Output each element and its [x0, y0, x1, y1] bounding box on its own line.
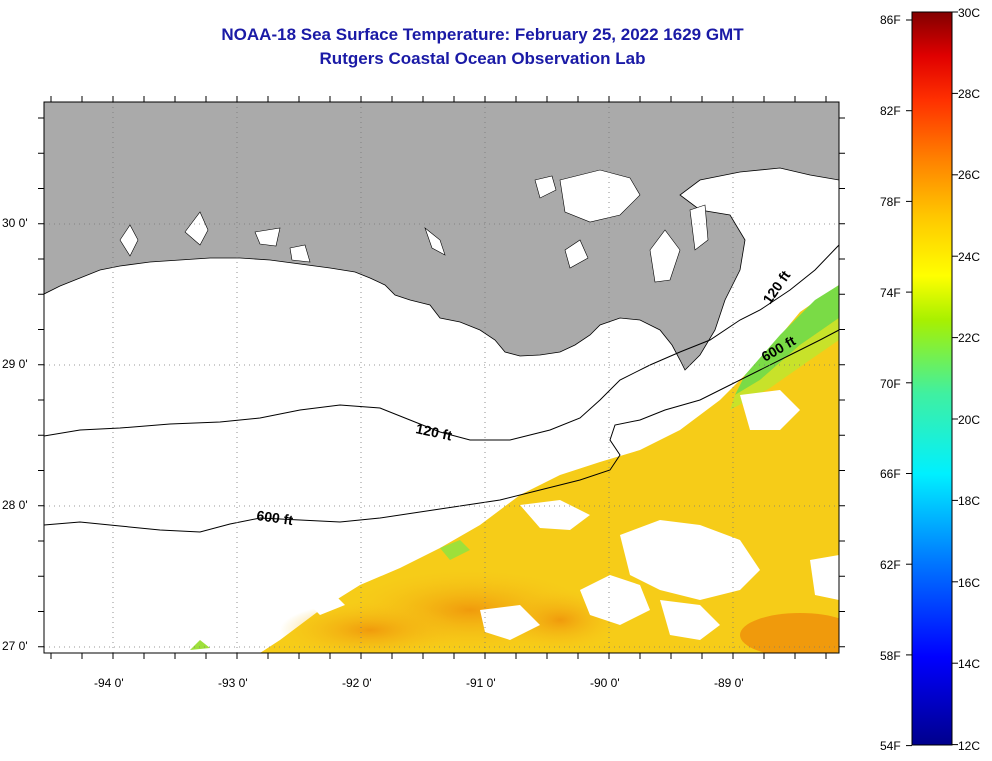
contour-120ft [44, 244, 839, 441]
colorbar-label-c: 22C [958, 331, 981, 345]
lon-label-90: -90 0' [590, 676, 620, 690]
colorbar-label-f: 82F [880, 104, 901, 118]
colorbar-label-f: 54F [880, 739, 901, 753]
colorbar-label-c: 26C [958, 168, 981, 182]
colorbar-ticks [906, 11, 958, 747]
colorbar-label-f: 66F [880, 467, 901, 481]
colorbar-label-c: 30C [958, 6, 981, 20]
map-frame [43, 101, 840, 654]
colorbar-label-c: 18C [958, 494, 981, 508]
lon-label-94: -94 0' [94, 676, 124, 690]
lon-label-89: -89 0' [714, 676, 744, 690]
lat-label-30: 30 0' [2, 216, 28, 230]
colorbar-label-f: 86F [880, 13, 901, 27]
colorbar-label-f: 70F [880, 377, 901, 391]
lat-label-27: 27 0' [2, 639, 28, 653]
graticule [44, 102, 839, 653]
colorbar-label-f: 62F [880, 558, 901, 572]
lon-label-91: -91 0' [466, 676, 496, 690]
contour-label-120ft-west: 120 ft [414, 420, 453, 443]
lon-label-93: -93 0' [218, 676, 248, 690]
lon-label-92: -92 0' [342, 676, 372, 690]
contour-label-120ft-east: 120 ft [759, 267, 793, 306]
map-title: NOAA-18 Sea Surface Temperature: Februar… [221, 25, 744, 44]
contour-600ft [44, 329, 839, 533]
colorbar-label-c: 28C [958, 87, 981, 101]
colorbar-label-f: 78F [880, 195, 901, 209]
inland-lakes [119, 169, 709, 283]
depth-contours [44, 244, 839, 533]
contour-label-600ft-west: 600 ft [256, 507, 295, 528]
map-subtitle: Rutgers Coastal Ocean Observation Lab [319, 49, 646, 68]
axis-ticks [38, 96, 845, 659]
colorbar-label-f: 58F [880, 649, 901, 663]
lat-label-28: 28 0' [2, 498, 28, 512]
colorbar-label-c: 14C [958, 657, 981, 671]
colorbar-label-f: 74F [880, 286, 901, 300]
colorbar-label-c: 20C [958, 413, 981, 427]
colorbar-label-c: 24C [958, 250, 981, 264]
sst-data-region [190, 285, 839, 653]
temperature-colorbar [911, 11, 953, 746]
land-mass [44, 102, 839, 371]
colorbar-label-c: 16C [958, 576, 981, 590]
lat-label-29: 29 0' [2, 357, 28, 371]
colorbar-label-c: 12C [958, 739, 981, 753]
